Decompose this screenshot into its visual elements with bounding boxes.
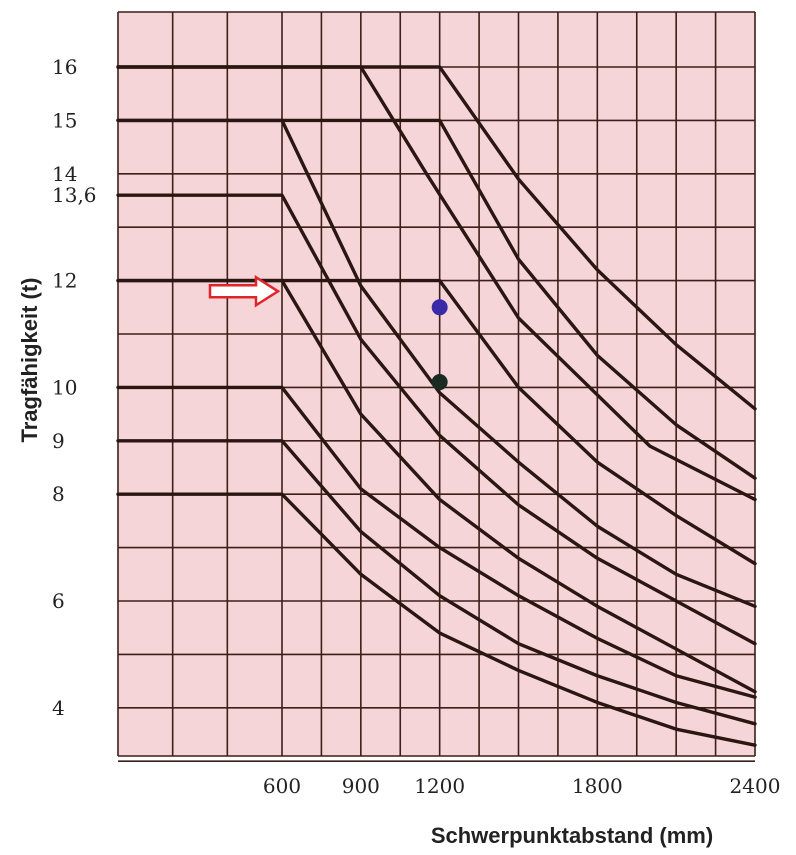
y-tick-label: 14 <box>52 162 77 186</box>
y-tick-label: 15 <box>52 108 77 132</box>
curve-7 <box>116 278 757 694</box>
y-tick-label: 8 <box>52 482 65 506</box>
x-tick-label: 900 <box>342 774 380 798</box>
x-tick-labels: 600 900 1200 1800 2400 <box>263 774 781 798</box>
x-tick-label: 2400 <box>730 774 781 798</box>
x-tick-label: 600 <box>263 774 301 798</box>
curve-5 <box>116 193 757 646</box>
curve-2 <box>116 65 757 411</box>
marker-dot-1 <box>431 299 448 316</box>
curve-9 <box>116 439 757 726</box>
series-group <box>116 65 757 747</box>
annotation-group <box>208 275 281 308</box>
curve-10 <box>116 492 757 747</box>
red-arrow-icon <box>208 275 281 308</box>
curve-4 <box>116 118 757 480</box>
y-tick-label: 9 <box>52 429 65 453</box>
y-tick-label: 12 <box>52 269 77 293</box>
marker-dot-2 <box>431 374 448 391</box>
y-tick-label: 13,6 <box>52 183 97 207</box>
y-tick-label: 16 <box>52 55 77 79</box>
markers-group <box>431 299 448 391</box>
y-tick-labels: 4 6 8 9 10 12 13,614 15 16 <box>52 55 97 720</box>
curve-3 <box>116 118 757 609</box>
curve-6 <box>116 278 757 566</box>
y-axis-title: Tragfähigkeit (t) <box>17 277 42 442</box>
y-tick-label: 4 <box>52 696 65 720</box>
x-tick-label: 1200 <box>414 774 465 798</box>
y-tick-label: 10 <box>52 375 77 399</box>
y-tick-label: 6 <box>52 589 65 613</box>
vertical-grid <box>117 12 756 756</box>
x-axis-title: Schwerpunktabstand (mm) <box>431 823 713 848</box>
curve-8 <box>116 385 757 699</box>
x-tick-label: 1800 <box>572 774 623 798</box>
